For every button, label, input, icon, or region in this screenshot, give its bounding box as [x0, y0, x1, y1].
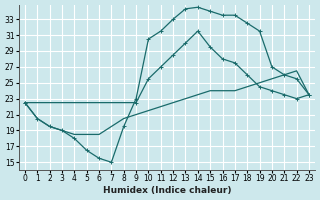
X-axis label: Humidex (Indice chaleur): Humidex (Indice chaleur) [103, 186, 231, 195]
